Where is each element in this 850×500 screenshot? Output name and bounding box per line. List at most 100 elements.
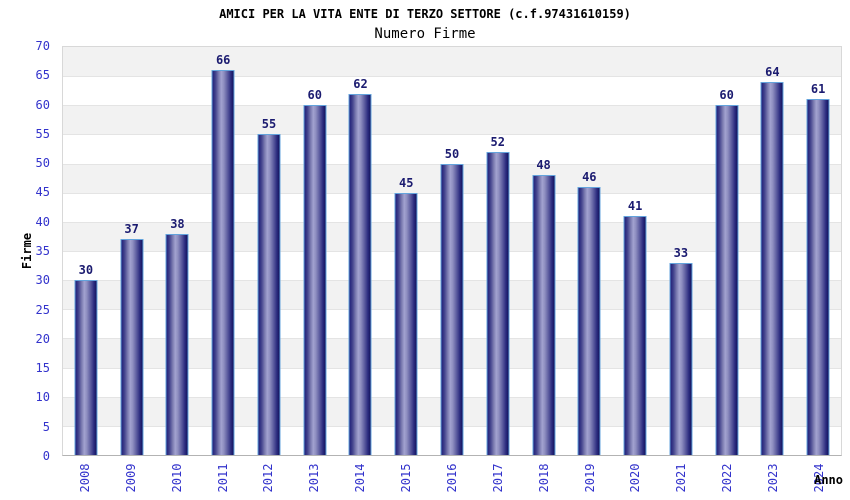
x-tick-slot: 2023 bbox=[750, 457, 796, 499]
bar-2009 bbox=[120, 239, 144, 455]
y-axis-ticks: 0 5 10 15 20 25 30 35 40 45 50 55 60 65 70 bbox=[0, 39, 50, 463]
bar-value-label: 41 bbox=[627, 199, 643, 214]
x-tick-slot: 2014 bbox=[337, 457, 383, 499]
bar-value-label: 61 bbox=[810, 82, 826, 97]
bar-slot-2009: 37 bbox=[109, 47, 155, 455]
x-tick-label: 2016 bbox=[444, 463, 459, 493]
x-tick-slot: 2011 bbox=[200, 457, 246, 499]
y-tick-label: 70 bbox=[35, 39, 50, 53]
bar-value-label: 52 bbox=[490, 134, 505, 149]
bar-value-label: 45 bbox=[399, 175, 414, 190]
y-tick-label: 15 bbox=[35, 361, 50, 376]
bar-2008 bbox=[74, 280, 98, 455]
y-tick-label: 35 bbox=[35, 244, 50, 258]
bar-2015 bbox=[394, 192, 418, 455]
bars-layer: 30 37 38 66 55 60 62 45 50 52 48 46 41 33 60 64 61 bbox=[63, 47, 841, 455]
grid-band bbox=[63, 76, 841, 106]
bar-value-label: 50 bbox=[444, 146, 460, 161]
bar-slot-2016: 50 bbox=[429, 47, 475, 455]
bar-slot-2012: 55 bbox=[246, 47, 292, 455]
y-tick-label: 65 bbox=[35, 68, 50, 83]
x-tick-slot: 2010 bbox=[154, 457, 200, 499]
chart-subtitle: Numero Firme bbox=[374, 26, 476, 42]
grid-band bbox=[63, 47, 841, 77]
bar-slot-2013: 60 bbox=[292, 47, 338, 455]
x-tick-label: 2014 bbox=[353, 463, 368, 493]
bar-slot-2019: 46 bbox=[566, 47, 612, 455]
x-tick-label: 2019 bbox=[582, 463, 597, 493]
y-tick-label: 40 bbox=[35, 214, 50, 229]
y-tick-label: 50 bbox=[35, 156, 50, 171]
x-tick-slot: 2008 bbox=[62, 457, 108, 499]
y-tick-label: 55 bbox=[35, 126, 50, 141]
chart-title: AMICI PER LA VITA ENTE DI TERZO SETTORE … bbox=[219, 7, 631, 21]
x-tick-label: 2020 bbox=[628, 463, 643, 493]
bar-2020 bbox=[623, 216, 647, 455]
bar-slot-2020: 41 bbox=[612, 47, 658, 455]
bar-2024 bbox=[806, 99, 830, 455]
x-tick-slot: 2016 bbox=[429, 457, 475, 499]
x-tick-label: 2023 bbox=[766, 463, 781, 493]
x-tick-slot: 2012 bbox=[246, 457, 292, 499]
grid-band bbox=[63, 105, 841, 135]
x-tick-slot: 2019 bbox=[567, 457, 613, 499]
bar-value-label: 66 bbox=[215, 53, 231, 68]
bar-2023 bbox=[760, 81, 784, 455]
bar-slot-2010: 38 bbox=[155, 47, 201, 455]
bar-slot-2024: 61 bbox=[795, 47, 841, 455]
gridline bbox=[63, 76, 841, 78]
plot-area: 30 37 38 66 55 60 62 45 50 52 48 46 41 33 60 64 61 bbox=[62, 46, 842, 456]
bar-slot-2018: 48 bbox=[521, 47, 567, 455]
x-tick-label: 2018 bbox=[536, 463, 551, 493]
bar-value-label: 60 bbox=[307, 88, 322, 103]
x-tick-label: 2021 bbox=[674, 463, 689, 493]
x-tick-label: 2022 bbox=[720, 463, 735, 493]
y-tick-label: 5 bbox=[42, 419, 50, 434]
bar-slot-2021: 33 bbox=[658, 47, 704, 455]
bar-2012 bbox=[257, 134, 281, 455]
y-tick-label: 10 bbox=[35, 390, 50, 405]
x-tick-slot: 2017 bbox=[475, 457, 521, 499]
bar-value-label: 48 bbox=[536, 158, 551, 173]
bar-slot-2015: 45 bbox=[383, 47, 429, 455]
bar-value-label: 37 bbox=[124, 222, 139, 237]
bar-slot-2011: 66 bbox=[200, 47, 246, 455]
x-axis-label: Anno bbox=[814, 473, 843, 487]
bar-value-label: 64 bbox=[765, 64, 780, 79]
bar-value-label: 55 bbox=[261, 117, 277, 132]
x-tick-slot: 2013 bbox=[291, 457, 337, 499]
x-tick-slot: 2015 bbox=[383, 457, 429, 499]
bar-value-label: 60 bbox=[719, 88, 734, 103]
x-tick-slot: 2022 bbox=[704, 457, 750, 499]
y-tick-label: 25 bbox=[35, 302, 50, 317]
gridline bbox=[63, 134, 841, 136]
x-tick-label: 2013 bbox=[307, 463, 322, 493]
bar-2017 bbox=[486, 151, 510, 455]
x-axis-ticks: 2008 2009 2010 2011 2012 2013 2014 2015 2016 2017… bbox=[62, 457, 842, 499]
bar-slot-2008: 30 bbox=[63, 47, 109, 455]
y-tick-label: 60 bbox=[35, 97, 50, 112]
grid-band bbox=[63, 134, 841, 164]
bar-slot-2017: 52 bbox=[475, 47, 521, 455]
bar-value-label: 46 bbox=[582, 169, 597, 184]
bar-2021 bbox=[669, 262, 693, 455]
x-tick-slot: 2021 bbox=[658, 457, 704, 499]
y-tick-label: 45 bbox=[35, 185, 50, 200]
bar-slot-2023: 64 bbox=[749, 47, 795, 455]
bar-2010 bbox=[165, 233, 189, 455]
x-tick-label: 2017 bbox=[490, 463, 505, 493]
x-tick-label: 2012 bbox=[261, 463, 276, 493]
x-tick-label: 2010 bbox=[169, 463, 184, 493]
bar-value-label: 62 bbox=[353, 76, 368, 91]
x-tick-label: 2011 bbox=[215, 463, 230, 493]
x-tick-slot: 2018 bbox=[521, 457, 567, 499]
bar-2019 bbox=[577, 186, 601, 455]
y-tick-label: 30 bbox=[35, 273, 50, 288]
bar-2013 bbox=[303, 105, 327, 455]
x-tick-label: 2008 bbox=[77, 463, 92, 493]
x-tick-label: 2009 bbox=[123, 463, 138, 493]
bar-2016 bbox=[440, 163, 464, 455]
bar-2011 bbox=[211, 70, 235, 455]
bar-2018 bbox=[532, 175, 556, 455]
